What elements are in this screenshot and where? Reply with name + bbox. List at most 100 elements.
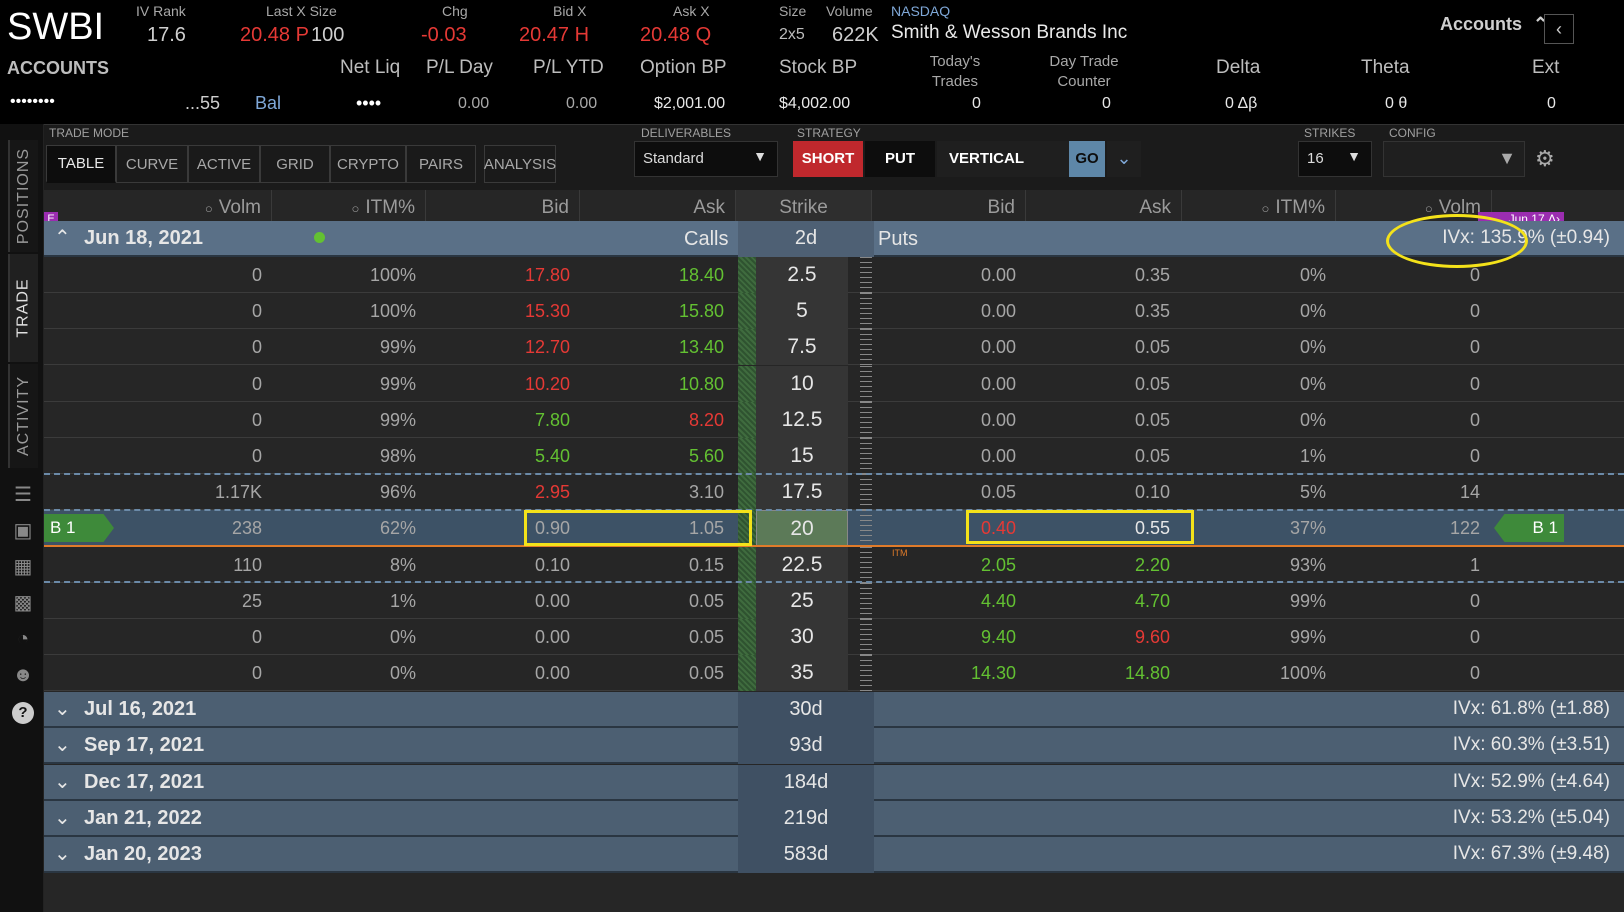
option-cell-ca[interactable]: 8.20 <box>688 409 724 430</box>
table-row[interactable]: 0 0% 0.00 0.05 9.40 9.60 99% 0 30 <box>44 619 1624 655</box>
option-cell-pi[interactable]: 5% <box>1299 482 1326 503</box>
option-cell-cb[interactable]: 7.80 <box>534 409 570 430</box>
mode-crypto[interactable]: CRYPTO <box>330 145 406 183</box>
strike-price[interactable]: 35 <box>756 655 848 692</box>
option-cell-pa[interactable]: 0.35 <box>1134 301 1170 322</box>
option-cell-pb[interactable]: 9.40 <box>980 627 1016 647</box>
accounts-button[interactable]: Accounts ⌃ <box>1440 14 1548 35</box>
option-cell-pv[interactable]: 0 <box>1469 446 1480 466</box>
option-cell-cv[interactable]: 0 <box>251 663 262 684</box>
option-cell-pi[interactable]: 0% <box>1299 301 1326 322</box>
gauge-icon[interactable]: ◔ <box>16 628 30 650</box>
option-cell-pb[interactable]: 0.40 <box>980 518 1016 539</box>
strike-price[interactable]: 2.5 <box>756 257 848 293</box>
option-cell-pb[interactable]: 0.00 <box>980 265 1016 285</box>
option-cell-cb[interactable]: 2.95 <box>534 482 570 503</box>
option-cell-cv[interactable]: 238 <box>231 518 262 539</box>
option-cell-pi[interactable]: 0% <box>1299 337 1326 358</box>
option-cell-ci[interactable]: 96% <box>379 482 416 503</box>
option-cell-cb[interactable]: 0.10 <box>534 554 570 575</box>
table-row[interactable]: 238 62% 0.90 1.05 0.40 0.55 37% 122 20 <box>44 510 1624 547</box>
option-cell-pb[interactable]: 0.00 <box>980 301 1016 322</box>
chevron-down-icon[interactable]: ⌄ <box>54 806 71 829</box>
chevron-down-icon[interactable]: ⌄ <box>54 734 71 757</box>
strategy-dropdown-button[interactable]: ⌄ <box>1107 141 1141 177</box>
option-cell-ca[interactable]: 10.80 <box>678 373 724 394</box>
table-row[interactable]: 0 99% 12.70 13.40 0.00 0.05 0% 0 7.5 <box>44 329 1624 366</box>
chevron-down-icon[interactable]: ⌄ <box>54 770 71 793</box>
option-cell-pv[interactable]: 0 <box>1469 373 1480 394</box>
calendar-icon[interactable]: ▦ <box>13 556 33 578</box>
option-cell-pa[interactable]: 2.20 <box>1134 554 1170 575</box>
option-cell-pb[interactable]: 14.30 <box>970 663 1016 684</box>
option-cell-pb[interactable]: 0.05 <box>980 482 1016 503</box>
option-cell-ci[interactable]: 8% <box>389 554 416 575</box>
option-cell-cv[interactable]: 110 <box>233 554 262 575</box>
strike-price[interactable]: 15 <box>756 438 848 474</box>
option-cell-ca[interactable]: 13.40 <box>678 337 724 358</box>
option-cell-pi[interactable]: 37% <box>1289 518 1326 539</box>
col-header-call-volm[interactable]: ○ Volm <box>118 190 272 227</box>
option-cell-pa[interactable]: 0.05 <box>1134 409 1170 430</box>
option-cell-ci[interactable]: 100% <box>369 301 416 322</box>
short-button[interactable]: SHORT <box>793 141 863 177</box>
option-cell-pv[interactable]: 0 <box>1469 337 1480 358</box>
option-cell-pa[interactable]: 4.70 <box>1134 590 1170 611</box>
option-cell-pa[interactable]: 0.55 <box>1134 518 1170 539</box>
option-cell-ca[interactable]: 15.80 <box>678 301 724 322</box>
option-cell-pb[interactable]: 2.05 <box>980 554 1016 575</box>
option-cell-pi[interactable]: 99% <box>1289 590 1326 611</box>
mode-pairs[interactable]: PAIRS <box>406 145 476 183</box>
expiry-row-collapsed[interactable]: ⌄ Jul 16, 2021 30d IVx: 61.8% (±1.88) <box>44 692 1624 728</box>
option-cell-ca[interactable]: 0.05 <box>688 663 724 684</box>
strike-price[interactable]: 10 <box>756 365 848 402</box>
option-cell-ci[interactable]: 100% <box>369 265 416 285</box>
chevron-down-icon[interactable]: ⌄ <box>54 843 71 866</box>
option-cell-pb[interactable]: 0.00 <box>980 409 1016 430</box>
option-cell-pv[interactable]: 0 <box>1469 409 1480 430</box>
expiry-row-collapsed[interactable]: ⌄ Jan 20, 2023 583d IVx: 67.3% (±9.48) <box>44 837 1624 874</box>
grid-icon[interactable]: ▩ <box>13 592 33 614</box>
col-header-call-ask[interactable]: Ask <box>580 190 736 227</box>
expiry-row-collapsed[interactable]: ⌄ Dec 17, 2021 184d IVx: 52.9% (±4.64) <box>44 764 1624 801</box>
put-position-marker[interactable]: B 1 <box>1494 514 1564 542</box>
col-header-put-ask[interactable]: Ask <box>1026 190 1182 227</box>
option-cell-ci[interactable]: 0% <box>389 627 416 647</box>
strike-price[interactable]: 7.5 <box>756 329 848 366</box>
strikes-select[interactable]: 16 ▼ <box>1298 141 1372 177</box>
strike-price[interactable]: 17.5 <box>756 474 848 511</box>
option-cell-pb[interactable]: 4.40 <box>980 590 1016 611</box>
chevron-up-icon[interactable]: ⌃ <box>54 227 71 249</box>
option-cell-pa[interactable]: 0.05 <box>1134 337 1170 358</box>
option-cell-cv[interactable]: 0 <box>251 627 262 647</box>
put-button[interactable]: PUT <box>865 141 935 177</box>
strike-price[interactable]: 12.5 <box>756 401 848 438</box>
option-cell-ca[interactable]: 3.10 <box>688 482 724 503</box>
strike-price[interactable]: 5 <box>756 293 848 330</box>
mode-active[interactable]: ACTIVE <box>188 145 260 183</box>
option-cell-ci[interactable]: 99% <box>379 373 416 394</box>
option-cell-pv[interactable]: 14 <box>1459 482 1480 503</box>
expiry-row-collapsed[interactable]: ⌄ Jan 21, 2022 219d IVx: 53.2% (±5.04) <box>44 800 1624 837</box>
option-cell-cb[interactable]: 17.80 <box>524 265 570 285</box>
option-cell-pv[interactable]: 0 <box>1469 301 1480 322</box>
option-cell-pv[interactable]: 122 <box>1449 518 1480 539</box>
mode-grid[interactable]: GRID <box>260 145 330 183</box>
option-cell-ci[interactable]: 99% <box>379 409 416 430</box>
option-cell-pi[interactable]: 99% <box>1289 627 1326 647</box>
option-cell-pb[interactable]: 0.00 <box>980 337 1016 358</box>
tab-trade[interactable]: TRADE <box>8 254 38 362</box>
option-cell-cb[interactable]: 10.20 <box>524 373 570 394</box>
option-cell-pv[interactable]: 0 <box>1469 265 1480 285</box>
option-cell-cv[interactable]: 0 <box>251 301 262 322</box>
option-cell-pa[interactable]: 9.60 <box>1134 627 1170 647</box>
option-cell-cb[interactable]: 15.30 <box>524 301 570 322</box>
option-cell-ci[interactable]: 0% <box>389 663 416 684</box>
gear-icon[interactable]: ⚙ <box>1535 146 1555 171</box>
deliverables-select[interactable]: Standard ▼ <box>634 141 778 177</box>
option-cell-ci[interactable]: 62% <box>379 518 416 539</box>
option-cell-ca[interactable]: 0.15 <box>688 554 724 575</box>
table-row[interactable]: 0 98% 5.40 5.60 0.00 0.05 1% 0 15 <box>44 438 1624 474</box>
option-cell-cb[interactable]: 0.90 <box>534 518 570 539</box>
option-cell-pa[interactable]: 0.10 <box>1134 482 1170 503</box>
